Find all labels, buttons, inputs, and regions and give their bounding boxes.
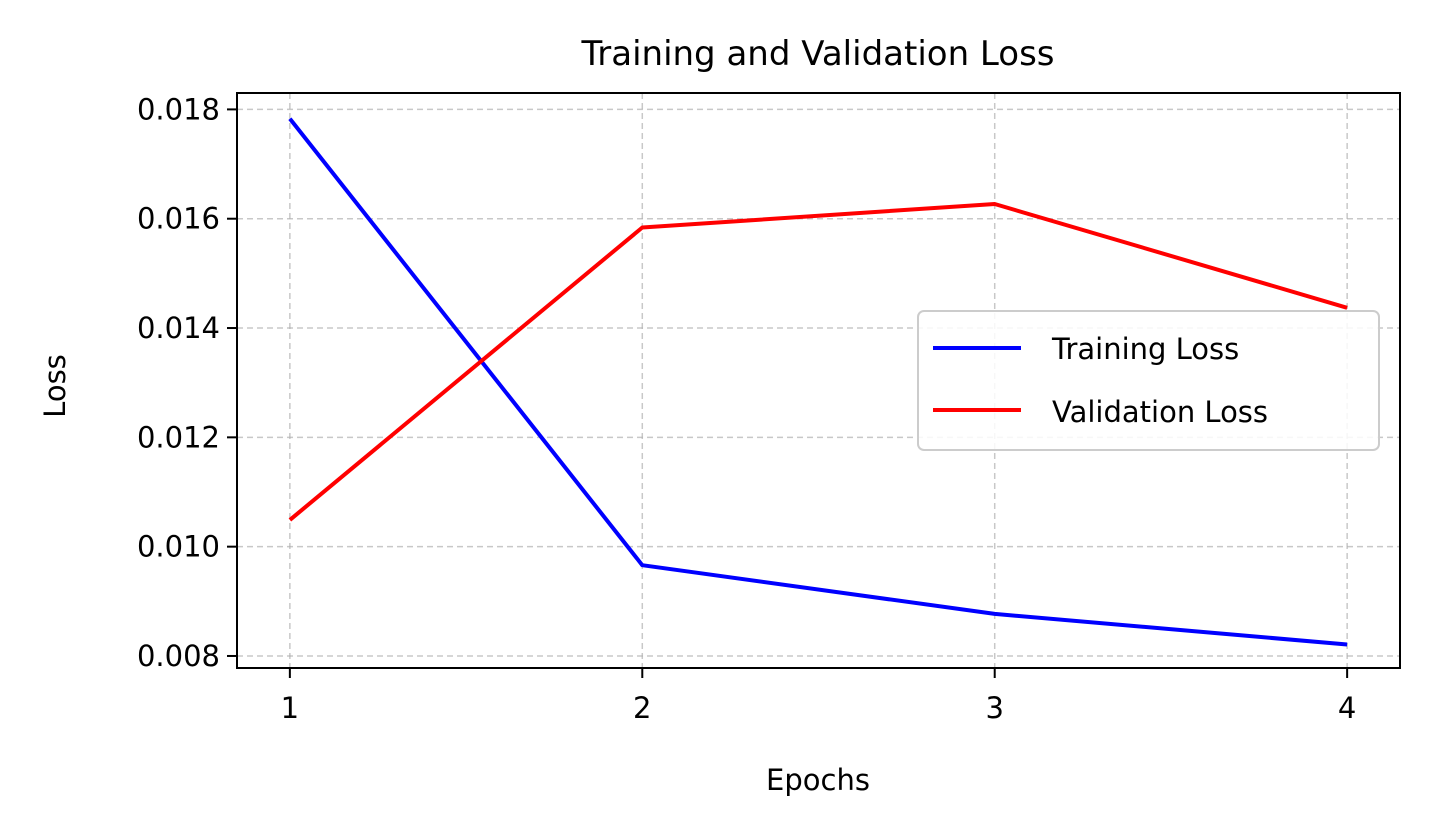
- chart-title: Training and Validation Loss: [580, 34, 1054, 74]
- x-tick-label: 4: [1338, 691, 1356, 725]
- legend-label-training: Training Loss: [1051, 332, 1239, 366]
- y-tick-label: 0.014: [137, 311, 220, 345]
- plot-frame: [236, 92, 1401, 669]
- y-tick-label: 0.010: [137, 530, 220, 564]
- y-tick-label: 0.016: [137, 202, 220, 236]
- series-lines: [288, 117, 1348, 647]
- y-axis-label: Loss: [38, 354, 72, 418]
- y-tick-label: 0.008: [137, 639, 220, 673]
- series-line-validation-loss: [288, 202, 1348, 522]
- x-axis-label: Epochs: [766, 763, 870, 797]
- y-axis-ticks: 0.008 0.010 0.012 0.014 0.016 0.018: [137, 92, 237, 673]
- x-tick-label: 1: [281, 691, 299, 725]
- y-tick-label: 0.018: [137, 92, 220, 126]
- legend-label-validation: Validation Loss: [1052, 395, 1268, 429]
- y-tick-label: 0.012: [137, 420, 220, 454]
- legend: Training Loss Validation Loss: [917, 310, 1380, 451]
- series-line-training-loss: [288, 117, 1348, 647]
- x-axis-ticks: 1 2 3 4: [281, 668, 1356, 725]
- x-tick-label: 3: [985, 691, 1003, 725]
- x-tick-label: 2: [633, 691, 651, 725]
- grid-lines: [237, 93, 1400, 668]
- legend-box: [917, 310, 1380, 451]
